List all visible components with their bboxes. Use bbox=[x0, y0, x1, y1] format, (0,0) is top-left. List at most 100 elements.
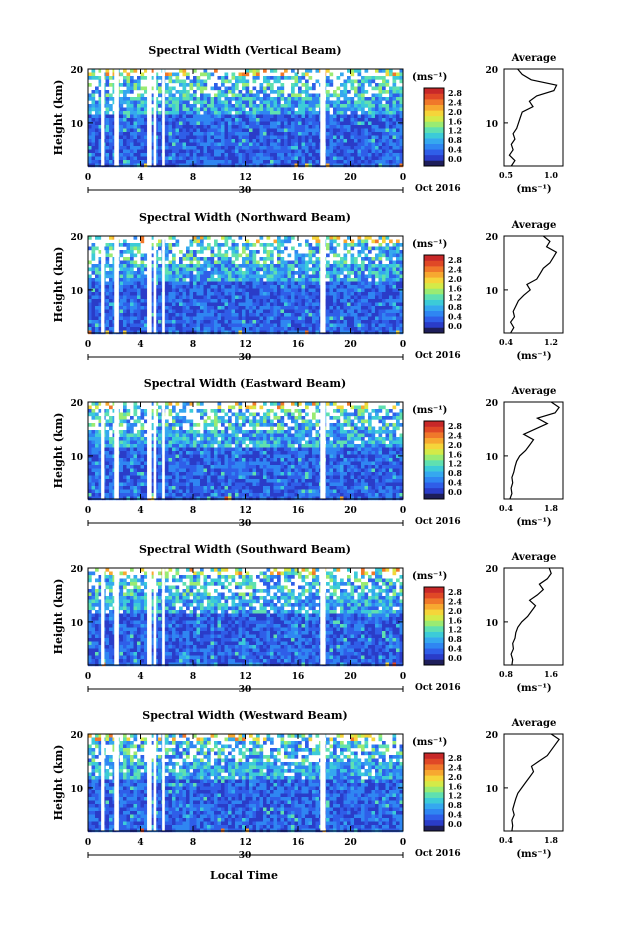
heatmap-cell bbox=[350, 97, 355, 101]
heatmap-cell bbox=[329, 72, 334, 77]
heatmap-cell bbox=[361, 104, 365, 108]
heatmap-cell bbox=[291, 90, 295, 94]
heatmap-cell bbox=[217, 309, 222, 314]
heatmap-cell bbox=[95, 264, 99, 268]
heatmap-cell bbox=[207, 292, 211, 296]
heatmap-cell bbox=[336, 264, 341, 268]
heatmap-cell bbox=[399, 79, 404, 84]
heatmap-cell bbox=[368, 153, 372, 157]
heatmap-cell bbox=[347, 309, 351, 314]
heatmap-cell bbox=[193, 281, 197, 286]
heatmap-cell bbox=[98, 316, 103, 321]
heatmap-cell bbox=[126, 76, 131, 80]
heatmap-cell bbox=[252, 118, 257, 122]
heatmap-cell bbox=[336, 118, 341, 122]
heatmap-cell bbox=[200, 320, 204, 324]
heatmap-cell bbox=[259, 90, 264, 94]
heatmap-cell bbox=[137, 142, 141, 147]
heatmap-cell bbox=[343, 156, 348, 161]
heatmap-cell bbox=[326, 163, 330, 168]
heatmap-cell bbox=[368, 327, 372, 331]
heatmap-cell bbox=[151, 299, 155, 303]
heatmap-cell bbox=[158, 83, 162, 87]
heatmap-cell bbox=[189, 423, 194, 427]
heatmap-cell bbox=[368, 76, 372, 80]
heatmap-cell bbox=[396, 313, 400, 317]
heatmap-cell bbox=[270, 149, 274, 154]
heatmap-cell bbox=[259, 163, 264, 168]
heatmap-cell bbox=[172, 419, 176, 424]
heatmap-cell bbox=[133, 132, 138, 136]
heatmap-cell bbox=[354, 243, 358, 247]
heatmap-cell bbox=[98, 156, 103, 161]
heatmap-cell bbox=[200, 160, 204, 164]
heatmap-cell bbox=[347, 295, 351, 300]
heatmap-cell bbox=[371, 153, 376, 157]
heatmap-cell bbox=[231, 121, 236, 126]
heatmap-cell bbox=[382, 160, 386, 164]
heatmap-cell bbox=[203, 299, 208, 303]
heatmap-cell bbox=[305, 111, 309, 115]
heatmap-cell bbox=[371, 323, 376, 328]
heatmap-cell bbox=[196, 83, 201, 87]
heatmap-cell bbox=[361, 163, 365, 168]
heatmap-cell bbox=[382, 114, 386, 119]
heatmap-cell bbox=[361, 288, 365, 293]
heatmap-cell bbox=[179, 313, 183, 317]
heatmap-cell bbox=[308, 100, 313, 105]
heatmap-cell bbox=[385, 128, 390, 133]
heatmap-cell bbox=[200, 313, 204, 317]
heatmap-cell bbox=[375, 104, 379, 108]
heatmap-cell bbox=[179, 292, 183, 296]
heatmap-cell bbox=[280, 260, 285, 265]
heatmap-cell bbox=[217, 146, 222, 150]
heatmap-cell bbox=[242, 288, 246, 293]
heatmap-cell bbox=[315, 306, 320, 310]
heatmap-cell bbox=[256, 156, 260, 161]
heatmap-cell bbox=[252, 264, 257, 268]
heatmap-cell bbox=[315, 419, 320, 424]
heatmap-cell bbox=[109, 125, 113, 129]
heatmap-cell bbox=[91, 149, 96, 154]
heatmap-cell bbox=[333, 139, 337, 143]
heatmap-cell bbox=[291, 121, 295, 126]
heatmap-cell bbox=[95, 295, 99, 300]
heatmap-cell bbox=[277, 139, 281, 143]
heatmap-cell bbox=[270, 253, 274, 258]
heatmap-cell bbox=[91, 104, 96, 108]
heatmap-cell bbox=[133, 306, 138, 310]
heatmap-cell bbox=[182, 114, 187, 119]
heatmap-cell bbox=[378, 121, 383, 126]
heatmap-cell bbox=[200, 107, 204, 112]
heatmap-cell bbox=[368, 114, 372, 119]
heatmap-cell bbox=[98, 160, 103, 164]
heatmap-cell bbox=[238, 125, 243, 129]
heatmap-cell bbox=[382, 416, 386, 420]
heatmap-cell bbox=[179, 271, 183, 275]
heatmap-cell bbox=[287, 160, 292, 164]
heatmap-cell bbox=[266, 97, 271, 101]
heatmap-cell bbox=[329, 125, 334, 129]
heatmap-cell bbox=[256, 153, 260, 157]
heatmap-cell bbox=[266, 107, 271, 112]
heatmap-cell bbox=[154, 285, 159, 289]
heatmap-cell bbox=[165, 118, 169, 122]
heatmap-cell bbox=[186, 327, 190, 331]
heatmap-cell bbox=[158, 271, 162, 275]
heatmap-cell bbox=[354, 409, 358, 413]
heatmap-cell bbox=[361, 281, 365, 286]
heatmap-cell bbox=[214, 132, 218, 136]
heatmap-cell bbox=[312, 260, 316, 265]
heatmap-cell bbox=[210, 100, 215, 105]
heatmap-cell bbox=[308, 128, 313, 133]
heatmap-cell bbox=[375, 320, 379, 324]
heatmap-cell bbox=[140, 93, 145, 98]
heatmap-cell bbox=[214, 149, 218, 154]
heatmap-cell bbox=[231, 313, 236, 317]
heatmap-cell bbox=[259, 107, 264, 112]
heatmap-cell bbox=[123, 132, 127, 136]
heatmap-cell bbox=[329, 153, 334, 157]
heatmap-cell bbox=[193, 132, 197, 136]
heatmap-cell bbox=[98, 281, 103, 286]
heatmap-cell bbox=[203, 142, 208, 147]
